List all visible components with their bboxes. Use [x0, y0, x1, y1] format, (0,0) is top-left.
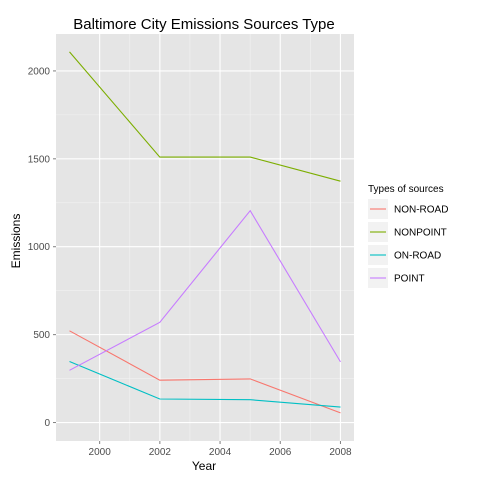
x-tick-label: 2000: [89, 447, 112, 458]
y-axis-title: Emissions: [9, 214, 23, 269]
y-tick-label: 2000: [28, 66, 51, 77]
x-axis-title: Year: [192, 459, 216, 473]
x-tick-label: 2008: [329, 447, 352, 458]
x-axis-ticks: 2000 2002 2004 2006 2008: [89, 441, 352, 458]
legend-label-nonpoint: NONPOINT: [394, 228, 447, 239]
series-lines: [69, 51, 341, 414]
legend-label-on-road: ON-ROAD: [394, 251, 441, 262]
series-line-non-road: [69, 330, 341, 414]
chart-title: Baltimore City Emissions Sources Type: [73, 16, 334, 33]
legend-label-point: POINT: [394, 274, 425, 285]
legend-label-non-road: NON-ROAD: [394, 205, 448, 216]
series-line-nonpoint: [69, 51, 341, 182]
x-tick-label: 2006: [269, 447, 292, 458]
y-axis-ticks: 0 500 1000 1500 2000: [28, 66, 56, 429]
y-tick-label: 1000: [28, 242, 51, 253]
grid-lines: [56, 34, 354, 441]
series-line-point: [69, 209, 341, 371]
y-tick-label: 0: [44, 418, 50, 429]
legend-title: Types of sources: [368, 184, 444, 195]
x-tick-label: 2002: [149, 447, 172, 458]
x-tick-label: 2004: [209, 447, 232, 458]
plot-panel: [56, 34, 354, 441]
series-line-on-road: [69, 360, 341, 408]
legend: Types of sources NON-ROAD NONPOINT ON-ROAD…: [368, 184, 448, 288]
y-tick-label: 1500: [28, 154, 51, 165]
y-tick-label: 500: [33, 330, 50, 341]
